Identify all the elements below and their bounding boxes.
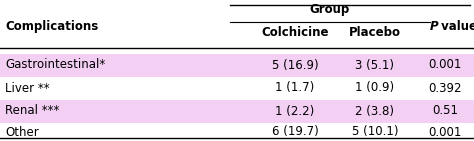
Text: 5 (10.1): 5 (10.1) — [352, 125, 398, 138]
Text: Group: Group — [310, 4, 350, 16]
Text: 3 (5.1): 3 (5.1) — [356, 59, 394, 71]
Text: Placebo: Placebo — [349, 26, 401, 38]
Text: 6 (19.7): 6 (19.7) — [272, 125, 319, 138]
Text: Colchicine: Colchicine — [261, 26, 329, 38]
Bar — [0, 100, 474, 123]
Text: 5 (16.9): 5 (16.9) — [272, 59, 319, 71]
Text: Other: Other — [5, 125, 39, 138]
Bar — [0, 53, 474, 77]
Text: 1 (0.9): 1 (0.9) — [356, 81, 394, 94]
Text: P: P — [430, 20, 438, 33]
Text: Liver **: Liver ** — [5, 81, 50, 94]
Text: 0.001: 0.001 — [428, 59, 462, 71]
Text: Renal ***: Renal *** — [5, 104, 59, 117]
Text: value: value — [437, 20, 474, 33]
Text: Gastrointestinal*: Gastrointestinal* — [5, 59, 105, 71]
Text: 0.51: 0.51 — [432, 104, 458, 117]
Text: Complications: Complications — [5, 20, 98, 33]
Text: 1 (1.7): 1 (1.7) — [275, 81, 315, 94]
Text: 1 (2.2): 1 (2.2) — [275, 104, 315, 117]
Text: 0.001: 0.001 — [428, 125, 462, 138]
Text: 2 (3.8): 2 (3.8) — [356, 104, 394, 117]
Text: 0.392: 0.392 — [428, 81, 462, 94]
